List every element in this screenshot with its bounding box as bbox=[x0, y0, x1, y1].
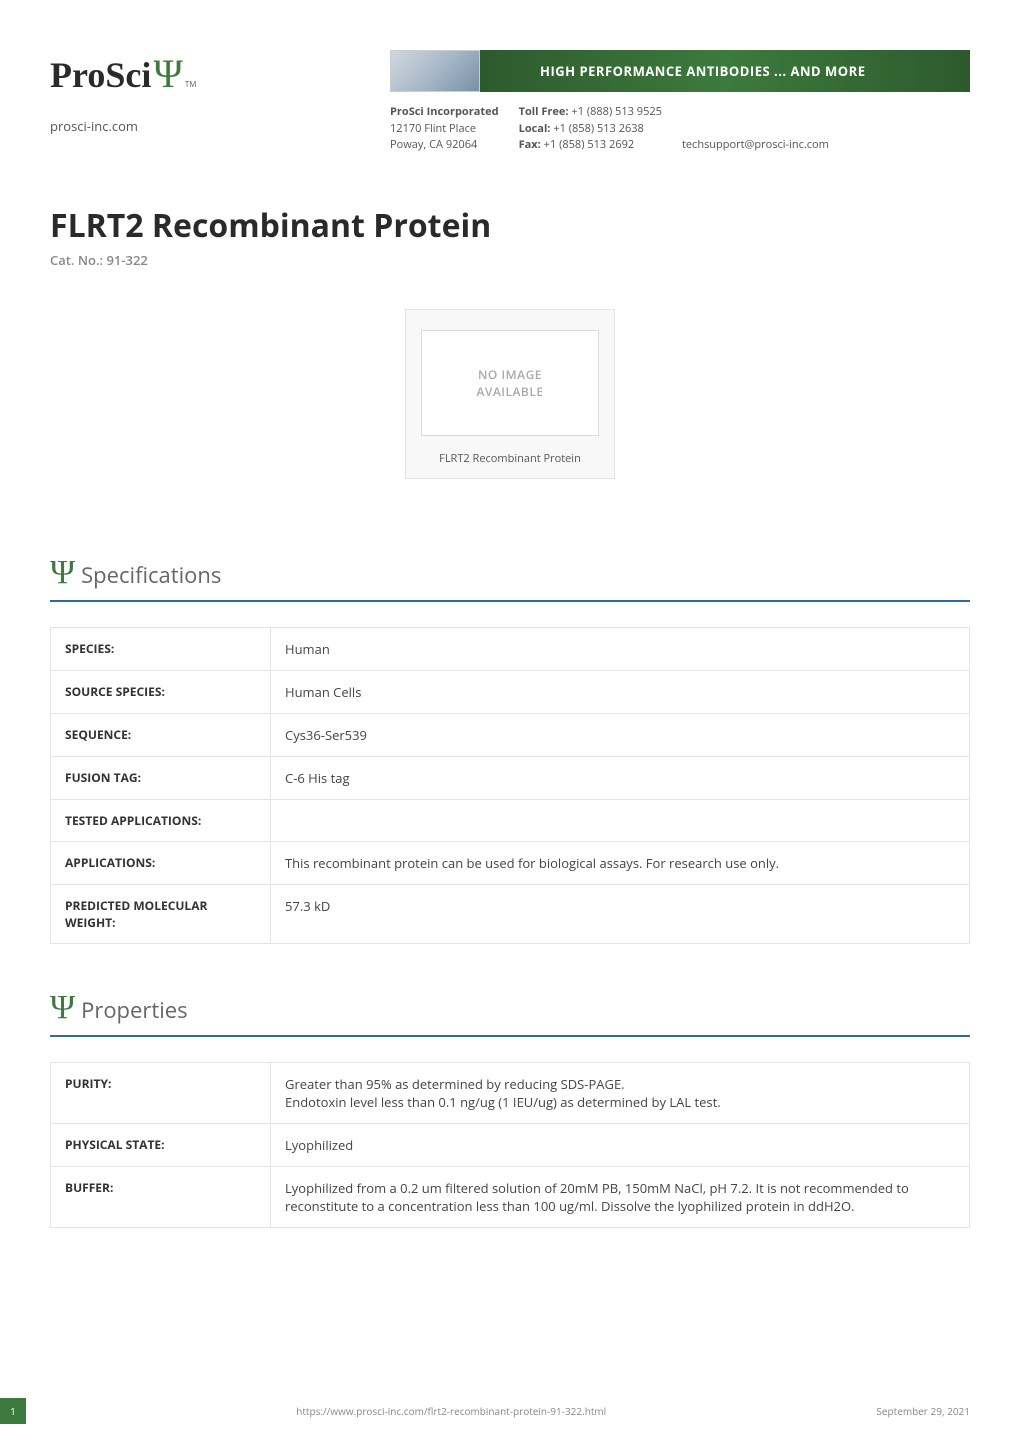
row-label: SPECIES: bbox=[51, 627, 271, 670]
section-head-properties: Ψ Properties bbox=[50, 994, 970, 1037]
row-value: C-6 His tag bbox=[271, 756, 970, 799]
page-number: 1 bbox=[0, 1398, 26, 1424]
psi-icon: Ψ bbox=[50, 994, 75, 1021]
footer-date: September 29, 2021 bbox=[876, 1404, 1020, 1418]
tollfree: +1 (888) 513 9525 bbox=[571, 104, 662, 119]
street: 12170 Flint Place bbox=[390, 121, 499, 138]
table-row: SEQUENCE:Cys36-Ser539 bbox=[51, 713, 970, 756]
table-row: SOURCE SPECIES:Human Cells bbox=[51, 670, 970, 713]
site-url: prosci-inc.com bbox=[50, 117, 350, 135]
section-head-specifications: Ψ Specifications bbox=[50, 559, 970, 602]
logo: ProSci Ψ TM bbox=[50, 50, 350, 97]
row-value: This recombinant protein can be used for… bbox=[271, 841, 970, 884]
row-label: FUSION TAG: bbox=[51, 756, 271, 799]
cat-no: Cat. No.: 91-322 bbox=[50, 251, 970, 269]
row-value bbox=[271, 799, 970, 841]
table-row: PHYSICAL STATE:Lyophilized bbox=[51, 1123, 970, 1166]
catno-value: 91-322 bbox=[107, 251, 148, 269]
psi-icon: Ψ bbox=[153, 50, 183, 97]
company-name: ProSci Incorporated bbox=[390, 104, 499, 121]
header-left: ProSci Ψ TM prosci-inc.com bbox=[50, 50, 350, 154]
title-block: FLRT2 Recombinant Protein Cat. No.: 91-3… bbox=[50, 204, 970, 269]
properties-table: PURITY:Greater than 95% as determined by… bbox=[50, 1062, 970, 1228]
image-caption: FLRT2 Recombinant Protein bbox=[421, 451, 599, 466]
psi-icon: Ψ bbox=[50, 559, 75, 586]
table-row: APPLICATIONS:This recombinant protein ca… bbox=[51, 841, 970, 884]
row-label: APPLICATIONS: bbox=[51, 841, 271, 884]
tollfree-label: Toll Free: bbox=[519, 104, 569, 119]
banner: HIGH PERFORMANCE ANTIBODIES ... AND MORE bbox=[390, 50, 970, 92]
fax: +1 (858) 513 2692 bbox=[544, 137, 635, 152]
email-block: techsupport@prosci-inc.com bbox=[682, 137, 829, 154]
row-label: PHYSICAL STATE: bbox=[51, 1123, 271, 1166]
no-image-line1: NO IMAGE bbox=[432, 366, 588, 383]
table-row: SPECIES:Human bbox=[51, 627, 970, 670]
row-value: Human bbox=[271, 627, 970, 670]
footer: 1 https://www.prosci-inc.com/flrt2-recom… bbox=[0, 1398, 1020, 1424]
banner-image bbox=[390, 50, 480, 92]
product-title: FLRT2 Recombinant Protein bbox=[50, 204, 970, 247]
fax-label: Fax: bbox=[519, 137, 541, 152]
row-label: PREDICTED MOLECULAR WEIGHT: bbox=[51, 884, 271, 943]
banner-text: HIGH PERFORMANCE ANTIBODIES ... AND MORE bbox=[480, 50, 970, 92]
row-value: 57.3 kD bbox=[271, 884, 970, 943]
no-image-line2: AVAILABLE bbox=[432, 383, 588, 400]
row-value: Cys36-Ser539 bbox=[271, 713, 970, 756]
catno-label: Cat. No.: bbox=[50, 251, 103, 269]
image-card: NO IMAGE AVAILABLE FLRT2 Recombinant Pro… bbox=[405, 309, 615, 479]
section-title: Specifications bbox=[81, 560, 221, 590]
local: +1 (858) 513 2638 bbox=[553, 121, 644, 136]
row-value: Greater than 95% as determined by reduci… bbox=[271, 1062, 970, 1123]
table-row: TESTED APPLICATIONS: bbox=[51, 799, 970, 841]
footer-url: https://www.prosci-inc.com/flrt2-recombi… bbox=[26, 1404, 876, 1418]
contact-row: ProSci Incorporated 12170 Flint Place Po… bbox=[390, 104, 970, 154]
address-block: ProSci Incorporated 12170 Flint Place Po… bbox=[390, 104, 499, 154]
header: ProSci Ψ TM prosci-inc.com HIGH PERFORMA… bbox=[50, 50, 970, 154]
row-value: Lyophilized from a 0.2 um filtered solut… bbox=[271, 1166, 970, 1227]
header-right: HIGH PERFORMANCE ANTIBODIES ... AND MORE… bbox=[390, 50, 970, 154]
local-label: Local: bbox=[519, 121, 551, 136]
table-row: PURITY:Greater than 95% as determined by… bbox=[51, 1062, 970, 1123]
row-label: TESTED APPLICATIONS: bbox=[51, 799, 271, 841]
row-value: Lyophilized bbox=[271, 1123, 970, 1166]
row-label: SOURCE SPECIES: bbox=[51, 670, 271, 713]
trademark-icon: TM bbox=[185, 79, 197, 90]
phone-block: Toll Free: +1 (888) 513 9525 Local: +1 (… bbox=[519, 104, 662, 154]
table-row: BUFFER:Lyophilized from a 0.2 um filtere… bbox=[51, 1166, 970, 1227]
table-row: FUSION TAG:C-6 His tag bbox=[51, 756, 970, 799]
city: Poway, CA 92064 bbox=[390, 137, 499, 154]
email: techsupport@prosci-inc.com bbox=[682, 137, 829, 154]
specifications-table: SPECIES:HumanSOURCE SPECIES:Human CellsS… bbox=[50, 627, 970, 944]
no-image-placeholder: NO IMAGE AVAILABLE bbox=[421, 330, 599, 436]
page: ProSci Ψ TM prosci-inc.com HIGH PERFORMA… bbox=[0, 0, 1020, 1442]
logo-text: ProSci bbox=[50, 54, 151, 96]
row-label: BUFFER: bbox=[51, 1166, 271, 1227]
row-label: SEQUENCE: bbox=[51, 713, 271, 756]
table-row: PREDICTED MOLECULAR WEIGHT:57.3 kD bbox=[51, 884, 970, 943]
section-title: Properties bbox=[81, 995, 188, 1025]
row-label: PURITY: bbox=[51, 1062, 271, 1123]
row-value: Human Cells bbox=[271, 670, 970, 713]
